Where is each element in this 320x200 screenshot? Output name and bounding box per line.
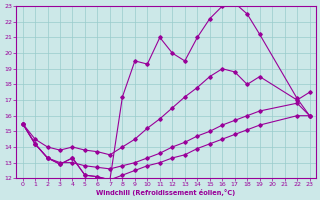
X-axis label: Windchill (Refroidissement éolien,°C): Windchill (Refroidissement éolien,°C) xyxy=(96,189,236,196)
